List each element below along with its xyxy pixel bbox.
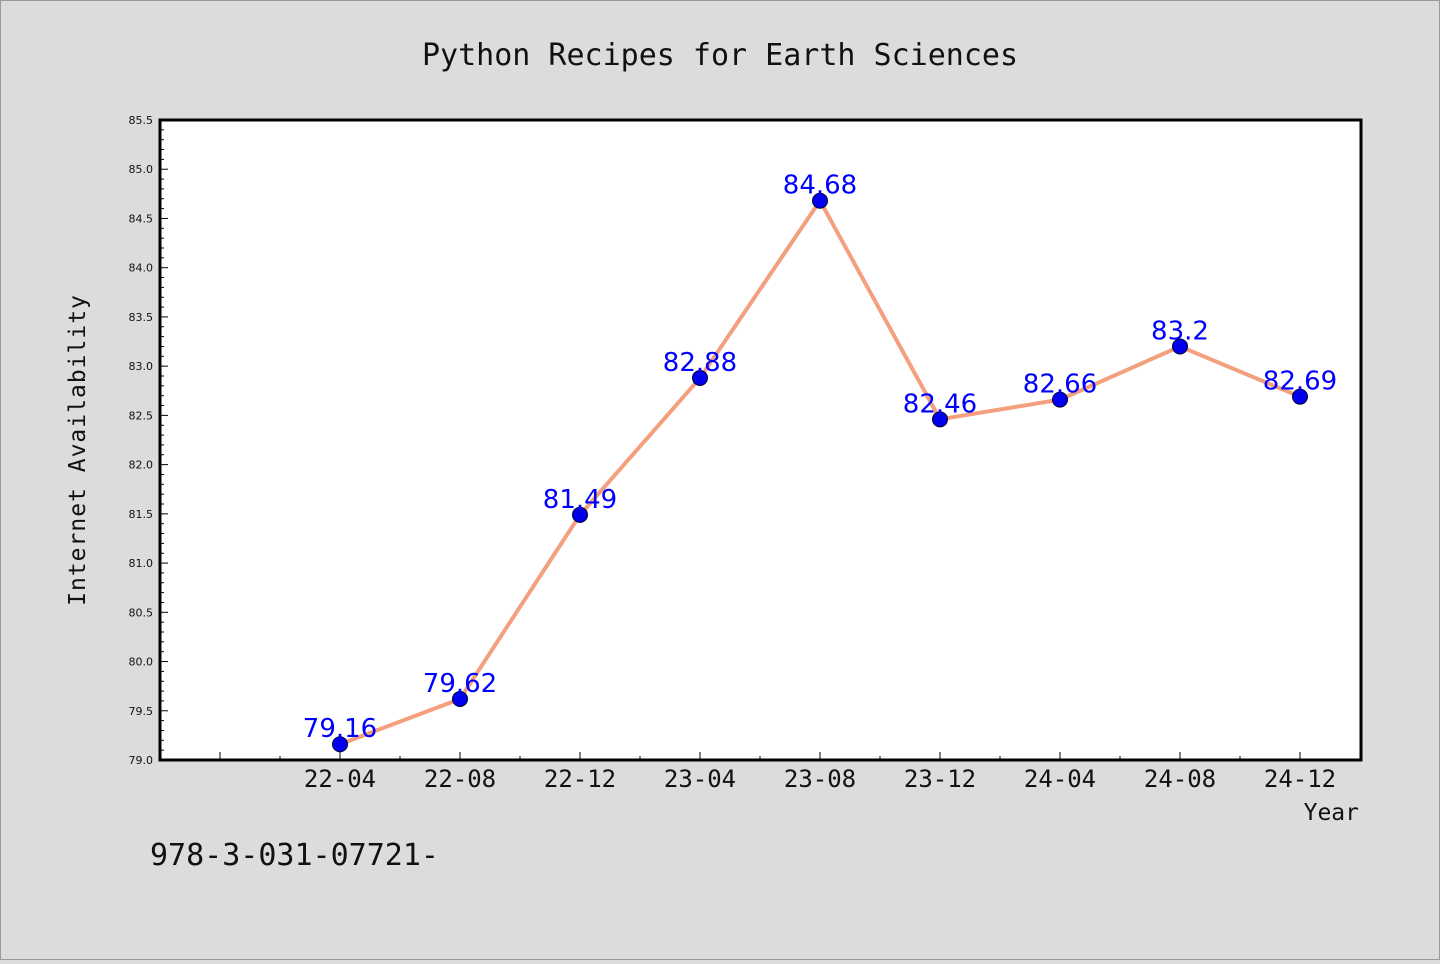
plot-area — [158, 118, 1363, 762]
x-tick-label: 23-08 — [784, 765, 856, 793]
y-tick-label: 84.0 — [129, 262, 154, 275]
data-label: 82.69 — [1263, 367, 1337, 397]
x-tick-label: 24-08 — [1144, 765, 1216, 793]
x-tick-label: 23-12 — [904, 765, 976, 793]
data-point — [332, 736, 348, 753]
x-tick-label: 24-12 — [1264, 765, 1336, 793]
data-point — [692, 369, 708, 386]
y-tick-label: 85.5 — [129, 114, 154, 127]
y-tick-label: 80.5 — [129, 606, 154, 619]
y-tick-label: 85.0 — [129, 163, 154, 176]
data-label: 79.62 — [423, 669, 497, 699]
data-labels: 79.16 79.62 81.49 82.88 84.68 82.46 82.66 83.2 8… — [303, 171, 1337, 745]
data-label: 82.88 — [663, 348, 737, 378]
x-tick-label: 23-04 — [664, 765, 736, 793]
x-axis-label: Year — [1304, 800, 1359, 826]
y-axis: 79.0 79.5 80.0 80.5 81.0 81.5 82.0 82.5 83.0 83.5… — [129, 114, 168, 767]
data-label: 84.68 — [783, 171, 857, 201]
data-label: 83.2 — [1151, 316, 1209, 346]
x-tick-label: 22-08 — [424, 765, 496, 793]
y-tick-label: 84.5 — [129, 212, 154, 225]
y-tick-label: 82.0 — [129, 459, 154, 472]
x-tick-label: 24-04 — [1024, 765, 1096, 793]
footer-isbn: 978-3-031-07721- — [150, 838, 439, 873]
data-point — [452, 690, 468, 707]
y-axis-label: Internet Availability — [65, 294, 91, 606]
y-tick-label: 82.5 — [129, 409, 154, 422]
chart-title: Python Recipes for Earth Sciences — [422, 38, 1018, 73]
x-tick-label: 22-04 — [304, 765, 376, 793]
data-point — [1172, 338, 1188, 355]
data-label: 82.66 — [1023, 370, 1097, 400]
data-point — [812, 192, 828, 209]
data-label: 82.46 — [903, 389, 977, 419]
y-tick-label: 83.0 — [129, 360, 154, 373]
data-point — [572, 506, 588, 523]
data-point — [932, 411, 948, 428]
data-label: 79.16 — [303, 714, 377, 744]
data-point — [1292, 388, 1308, 405]
y-tick-label: 80.0 — [129, 656, 154, 669]
y-tick-label: 79.0 — [129, 754, 154, 767]
y-tick-label: 83.5 — [129, 311, 154, 324]
data-label: 81.49 — [543, 485, 617, 515]
x-tick-label: 22-12 — [544, 765, 616, 793]
x-axis: 22-04 22-08 22-12 23-04 23-08 23-12 24-04 24-08… — [219, 752, 1361, 793]
y-tick-label: 81.0 — [129, 557, 154, 570]
y-tick-label: 81.5 — [129, 508, 154, 521]
y-tick-label: 79.5 — [129, 705, 154, 718]
series-group — [332, 192, 1308, 753]
data-point — [1052, 391, 1068, 408]
